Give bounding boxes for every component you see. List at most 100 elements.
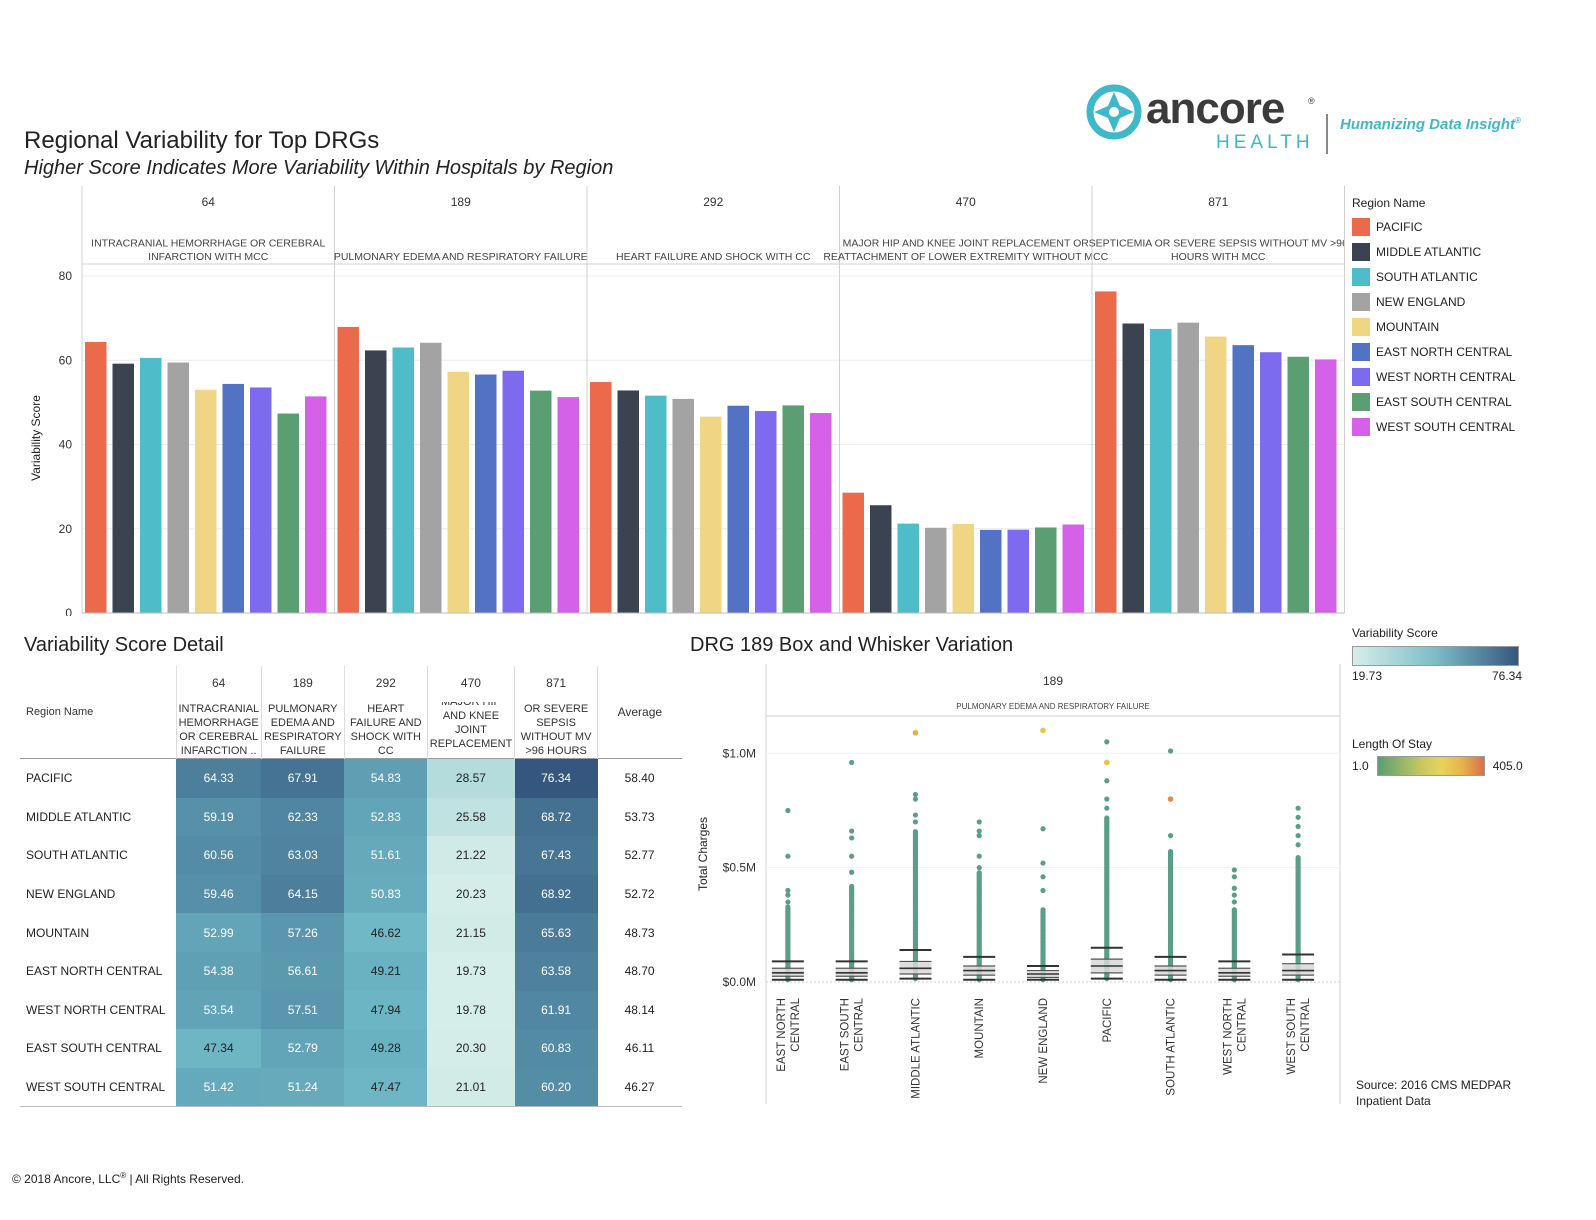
legend-item-east-north-central[interactable]: EAST NORTH CENTRAL: [1352, 339, 1552, 364]
bar-470-west-north-central: [1007, 529, 1029, 613]
outlier-point: [849, 853, 855, 859]
y-axis-label: Total Charges: [696, 817, 710, 891]
legend-item-west-north-central[interactable]: WEST NORTH CENTRAL: [1352, 364, 1552, 389]
legend-swatch: [1352, 417, 1370, 436]
ancore-logo: ancore ® HEALTH Humanizing Data Insight®: [1086, 84, 1546, 164]
x-category-label: EAST NORTH: [776, 998, 788, 1072]
logo-wordmark: ancore: [1146, 84, 1285, 133]
score-cell: 63.03: [261, 836, 345, 875]
table-bottom-rule: [20, 1106, 682, 1110]
score-cell: 68.92: [514, 874, 598, 914]
bar-189-east-south-central: [530, 390, 552, 613]
bar-64-south-atlantic: [140, 357, 162, 613]
bar-292-south-atlantic: [645, 395, 667, 613]
variability-bar-chart: Variability Score 0 20 40 60 80 64 INTRACRANIAL…: [29, 186, 1345, 616]
legend-label: SOUTH ATLANTIC: [1376, 269, 1478, 284]
legend-item-west-south-central[interactable]: WEST SOUTH CENTRAL: [1352, 414, 1552, 439]
bar-189-pacific: [337, 326, 359, 613]
bar-292-east-south-central: [782, 405, 804, 613]
outlier-point: [1295, 842, 1301, 848]
row-header-label: Region Name: [26, 706, 94, 718]
data-point: [849, 883, 855, 890]
page-title: Regional Variability for Top DRGs: [24, 127, 380, 154]
source-note: Source: 2016 CMS MEDPAR Inpatient Data: [1356, 1077, 1511, 1109]
logo-tagline: Humanizing Data Insight®: [1340, 116, 1521, 133]
data-point: [976, 870, 982, 876]
legend-title: Region Name: [1352, 196, 1426, 210]
legend-swatch: [1352, 367, 1370, 386]
score-cell: 49.21: [344, 951, 428, 991]
x-category-label: MIDDLE ATLANTIC: [910, 998, 922, 1099]
panel-code-label: 470: [956, 195, 976, 209]
score-cell: 65.63: [514, 913, 598, 952]
legend-item-middle-atlantic[interactable]: MIDDLE ATLANTIC: [1352, 239, 1552, 264]
bar-189-mountain: [447, 371, 469, 613]
outlier-point: [976, 833, 982, 839]
outlier-point: [976, 853, 982, 859]
score-cell: 64.33: [176, 758, 262, 798]
highlighted-outlier: [1103, 759, 1110, 766]
score-cell: 60.20: [514, 1067, 598, 1107]
outlier-point: [912, 791, 919, 798]
score-cell: 21.01: [427, 1067, 515, 1107]
average-cell: 46.27: [624, 1080, 655, 1095]
outlier-point: [1167, 833, 1174, 839]
box-whisker-chart: 189 PULMONARY EDEMA AND RESPIRATORY FAILU…: [696, 664, 1341, 1104]
panel-code-label: 292: [703, 195, 723, 209]
highlighted-outlier: [912, 729, 919, 736]
bar-189-south-atlantic: [392, 347, 414, 613]
table-row: MOUNTAIN 52.99 57.26 46.62 21.15 65.63 48.73: [20, 913, 682, 952]
score-cell: 54.83: [344, 758, 428, 798]
score-cell: 63.58: [514, 951, 598, 991]
outlier-point: [785, 853, 791, 859]
y-axis-label: Variability Score: [29, 395, 43, 481]
region-legend: Region Name PACIFIC MIDDLE ATLANTIC SOUTH …: [1352, 196, 1552, 439]
bar-292-new-england: [672, 398, 694, 613]
page-subtitle: Higher Score Indicates More Variability …: [24, 157, 614, 179]
bar-64-pacific: [85, 342, 107, 613]
panel-code-label: 871: [1208, 195, 1228, 209]
score-cell: 52.99: [176, 913, 262, 952]
table-row: SOUTH ATLANTIC 60.56 63.03 51.61 21.22 67.43 5…: [20, 836, 682, 875]
row-region-name: MIDDLE ATLANTIC: [26, 809, 132, 824]
bar-871-middle-atlantic: [1122, 323, 1144, 613]
legend-swatch: [1352, 392, 1370, 411]
legend-item-east-south-central[interactable]: EAST SOUTH CENTRAL: [1352, 389, 1552, 414]
outlier-point: [849, 835, 855, 841]
table-row: EAST NORTH CENTRAL 54.38 56.61 49.21 19.73 63…: [20, 951, 682, 991]
average-cell: 46.11: [625, 1041, 655, 1056]
score-cell: 64.15: [261, 874, 345, 914]
outlier-point: [1295, 823, 1301, 830]
legend-swatch: [1352, 292, 1370, 311]
column-header-189: 189 PULMONARY EDEMA AND RESPIRATORY FAILU…: [260, 666, 345, 759]
row-region-name: NEW ENGLAND: [26, 887, 116, 902]
outlier-point: [1040, 874, 1046, 880]
bar-292-mountain: [700, 416, 722, 613]
bar-292-west-north-central: [755, 411, 777, 613]
los-gradient: [1376, 756, 1485, 776]
outlier-point: [785, 899, 791, 905]
bar-64-west-south-central: [305, 396, 327, 613]
bar-64-mountain: [195, 389, 217, 613]
data-point: [912, 829, 919, 835]
legend-item-pacific[interactable]: PACIFIC: [1352, 214, 1552, 239]
bar-470-mountain: [952, 523, 974, 613]
score-cell: 60.56: [176, 836, 262, 875]
y-tick-label: $1.0M: [723, 746, 756, 760]
bar-292-middle-atlantic: [617, 390, 639, 613]
bar-292-pacific: [590, 382, 612, 613]
x-category-label: NEW ENGLAND: [1038, 998, 1050, 1084]
highlighted-outlier: [1167, 796, 1174, 802]
logo-registered-mark: ®: [1308, 96, 1315, 106]
legend-item-south-atlantic[interactable]: SOUTH ATLANTIC: [1352, 264, 1552, 289]
legend-swatch: [1352, 342, 1370, 361]
legend-label: MOUNTAIN: [1376, 319, 1440, 334]
row-region-name: WEST NORTH CENTRAL: [26, 1002, 166, 1017]
bar-470-west-south-central: [1062, 524, 1084, 613]
legend-item-new-england[interactable]: NEW ENGLAND: [1352, 289, 1552, 314]
column-header-64: 64 INTRACRANIAL HEMORRHAGE OR CEREBRAL IN…: [175, 666, 262, 759]
legend-item-mountain[interactable]: MOUNTAIN: [1352, 314, 1552, 339]
data-point: [1104, 815, 1110, 821]
average-cell: 52.77: [624, 848, 655, 863]
x-category-label: PACIFIC: [1102, 998, 1114, 1043]
